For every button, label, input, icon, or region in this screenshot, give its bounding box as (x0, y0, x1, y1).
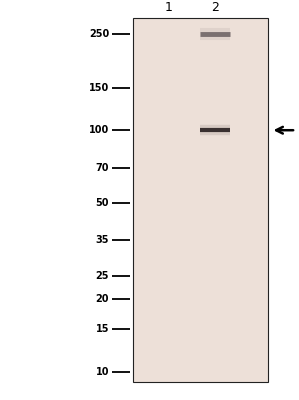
Text: 250: 250 (89, 29, 109, 39)
Text: 2: 2 (211, 1, 219, 14)
Text: 70: 70 (96, 163, 109, 173)
Text: 150: 150 (89, 83, 109, 93)
Text: 15: 15 (96, 324, 109, 334)
Text: 35: 35 (96, 236, 109, 246)
Text: 50: 50 (96, 198, 109, 208)
Text: 100: 100 (89, 125, 109, 135)
Text: 20: 20 (96, 294, 109, 304)
Bar (133, 18, 268, 382)
Text: 1: 1 (165, 1, 173, 14)
Text: 10: 10 (96, 367, 109, 377)
Text: 25: 25 (96, 271, 109, 281)
